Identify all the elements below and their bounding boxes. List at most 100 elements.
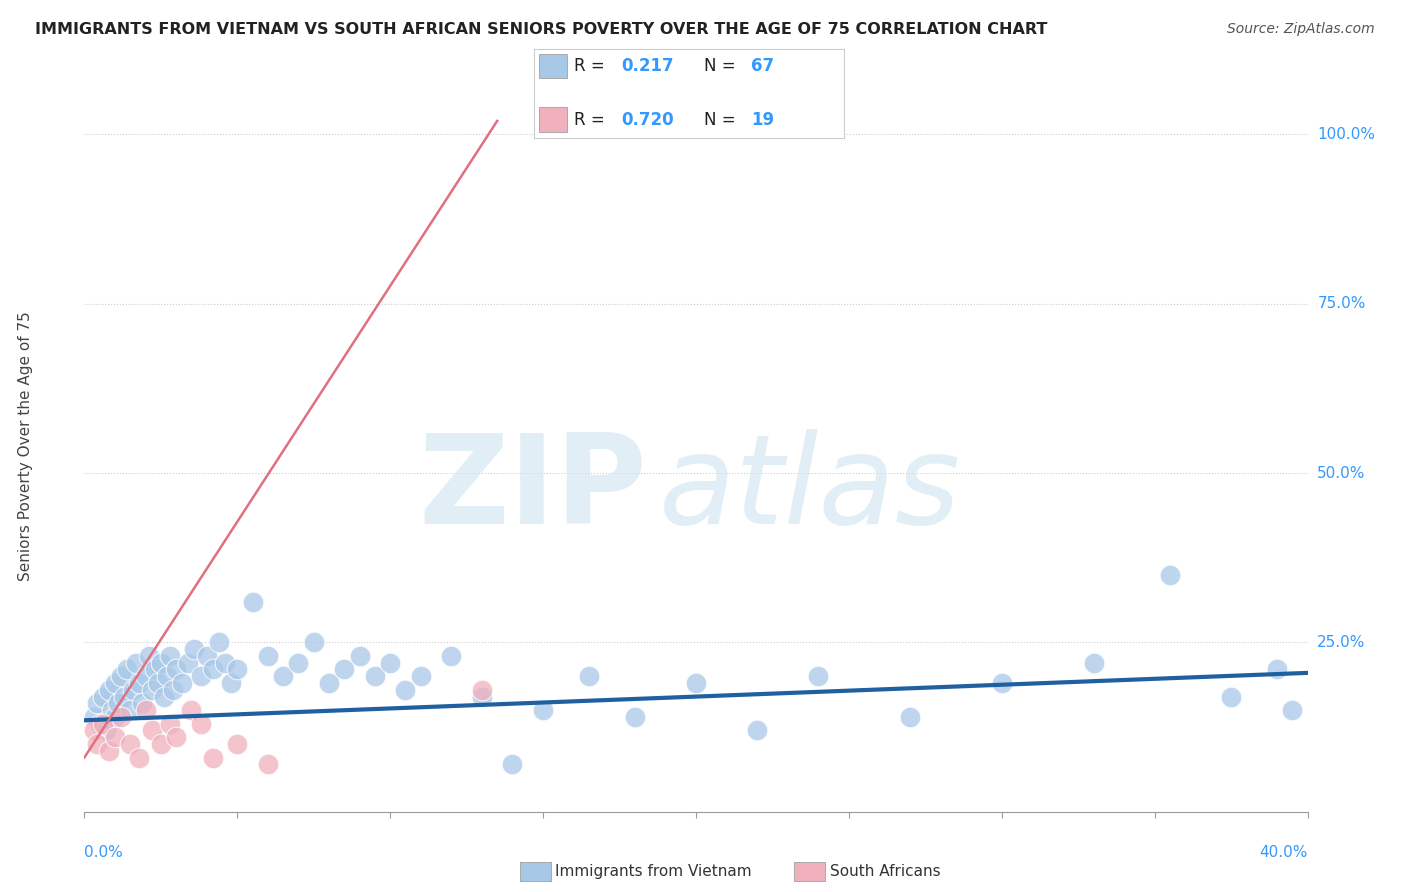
Point (162, 682, 184, 697)
Text: 50.0%: 50.0% (1317, 466, 1365, 481)
Point (471, 682, 494, 697)
Point (83, 710, 105, 724)
Point (165, 663, 187, 677)
Point (107, 697, 129, 711)
Point (219, 676, 242, 690)
Point (112, 690, 135, 704)
Point (180, 703, 202, 717)
Point (190, 669, 212, 683)
Text: R =: R = (575, 57, 610, 75)
Point (318, 676, 340, 690)
Point (143, 663, 166, 677)
Point (349, 648, 371, 663)
Point (1159, 567, 1181, 582)
Point (86, 737, 108, 751)
Point (122, 682, 145, 697)
Point (578, 669, 600, 683)
Text: 75.0%: 75.0% (1317, 296, 1365, 311)
Text: atlas: atlas (659, 429, 962, 550)
Text: 25.0%: 25.0% (1317, 635, 1365, 650)
Point (226, 663, 249, 677)
Point (471, 690, 494, 704)
Point (271, 669, 294, 683)
Point (531, 703, 554, 717)
Point (502, 757, 524, 772)
Point (1220, 690, 1243, 704)
Point (165, 730, 187, 744)
Point (898, 710, 921, 724)
Point (159, 648, 181, 663)
Point (177, 656, 200, 670)
Point (97, 744, 120, 758)
Point (110, 710, 132, 724)
Text: 40.0%: 40.0% (1260, 845, 1308, 860)
Point (97, 682, 120, 697)
Text: 100.0%: 100.0% (1317, 127, 1375, 142)
Text: N =: N = (704, 111, 741, 128)
Text: Source: ZipAtlas.com: Source: ZipAtlas.com (1227, 22, 1375, 37)
Point (302, 635, 325, 649)
Point (1265, 663, 1288, 677)
Point (141, 682, 163, 697)
Point (104, 676, 127, 690)
Point (86, 697, 108, 711)
Point (257, 757, 280, 772)
Point (172, 676, 194, 690)
Point (110, 669, 132, 683)
Point (89, 716, 111, 731)
Point (624, 710, 647, 724)
Point (747, 723, 769, 738)
Point (128, 676, 150, 690)
Point (91, 690, 114, 704)
Text: N =: N = (704, 57, 741, 75)
Point (195, 648, 218, 663)
Text: 0.720: 0.720 (621, 111, 673, 128)
Point (807, 669, 830, 683)
Text: South Africans: South Africans (830, 864, 941, 879)
Point (94, 723, 117, 738)
Text: Seniors Poverty Over the Age of 75: Seniors Poverty Over the Age of 75 (18, 311, 32, 581)
Point (201, 663, 224, 677)
Text: R =: R = (575, 111, 610, 128)
Point (149, 737, 172, 751)
Point (104, 730, 127, 744)
Text: ZIP: ZIP (419, 429, 647, 550)
Text: 19: 19 (751, 111, 773, 128)
Point (409, 669, 432, 683)
Point (380, 656, 402, 670)
Point (333, 663, 356, 677)
Text: 67: 67 (751, 57, 773, 75)
Point (156, 669, 179, 683)
Text: 0.217: 0.217 (621, 57, 673, 75)
Point (214, 656, 236, 670)
Point (128, 750, 150, 764)
Point (257, 648, 280, 663)
Point (226, 737, 249, 751)
Point (208, 635, 231, 649)
Point (201, 750, 224, 764)
Point (120, 703, 142, 717)
Point (138, 648, 160, 663)
Point (440, 648, 463, 663)
Point (120, 737, 142, 751)
Text: 0.0%: 0.0% (84, 845, 124, 860)
Text: IMMIGRANTS FROM VIETNAM VS SOUTH AFRICAN SENIORS POVERTY OVER THE AGE OF 75 CORR: IMMIGRANTS FROM VIETNAM VS SOUTH AFRICAN… (35, 22, 1047, 37)
Point (159, 716, 181, 731)
Point (364, 669, 387, 683)
Point (91, 716, 114, 731)
Point (287, 656, 309, 670)
Point (115, 663, 138, 677)
Point (131, 697, 153, 711)
Point (135, 703, 157, 717)
Point (1083, 656, 1105, 670)
Point (101, 703, 124, 717)
Point (83, 723, 105, 738)
Point (394, 682, 416, 697)
Point (141, 723, 163, 738)
Point (125, 656, 148, 670)
Point (153, 690, 176, 704)
Point (104, 710, 127, 724)
Point (685, 676, 707, 690)
FancyBboxPatch shape (538, 107, 567, 132)
Point (1281, 703, 1303, 717)
